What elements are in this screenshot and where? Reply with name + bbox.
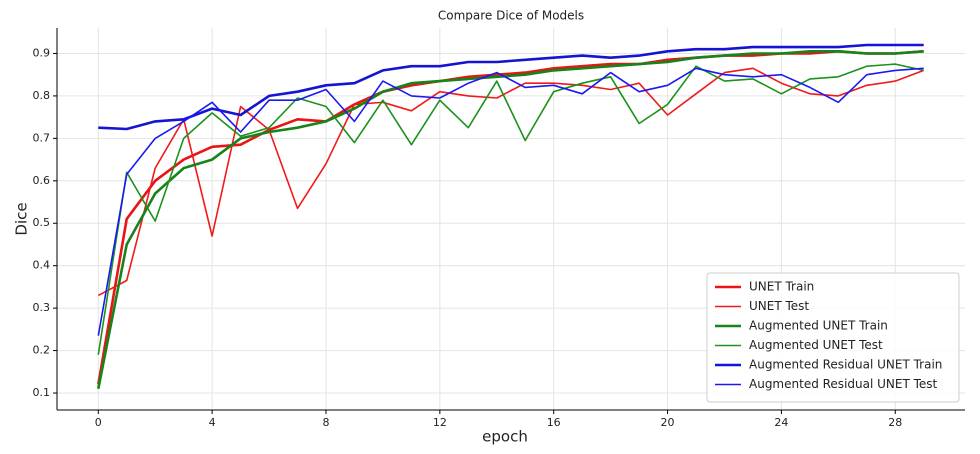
- y-axis-label: Dice: [13, 202, 31, 235]
- legend-label: Augmented Residual UNET Test: [749, 377, 938, 391]
- x-tick-label: 28: [888, 416, 902, 429]
- x-axis-label: epoch: [482, 428, 528, 446]
- x-tick-label: 16: [547, 416, 561, 429]
- y-tick-label: 0.1: [33, 386, 51, 399]
- y-tick-label: 0.8: [33, 89, 51, 102]
- legend-label: UNET Test: [749, 299, 809, 313]
- x-tick-label: 4: [209, 416, 216, 429]
- y-tick-label: 0.2: [33, 344, 51, 357]
- legend-label: UNET Train: [749, 280, 814, 294]
- series-line: [97, 63, 924, 355]
- x-tick-label: 24: [774, 416, 788, 429]
- series-line: [97, 67, 924, 336]
- legend-box: [706, 272, 960, 403]
- chart-title: Compare Dice of Models: [438, 9, 584, 23]
- x-tick-label: 20: [661, 416, 675, 429]
- series-line: [97, 67, 924, 297]
- y-tick-label: 0.3: [33, 301, 51, 314]
- legend-label: Augmented UNET Train: [749, 319, 888, 333]
- y-tick-label: 0.4: [33, 259, 51, 272]
- x-tick-label: 0: [95, 416, 102, 429]
- x-tick-label: 12: [433, 416, 447, 429]
- legend: UNET Train UNET Test Augmented UNET Train A…: [706, 272, 960, 403]
- legend-label: Augmented Residual UNET Train: [749, 358, 942, 372]
- legend-label: Augmented UNET Test: [749, 338, 883, 352]
- y-tick-label: 0.9: [33, 46, 51, 59]
- y-tick-label: 0.7: [33, 131, 51, 144]
- y-tick-label: 0.5: [33, 216, 51, 229]
- series-line: [97, 50, 924, 390]
- x-tick-label: 8: [322, 416, 329, 429]
- y-tick-label: 0.6: [33, 174, 51, 187]
- series-line: [98, 43, 924, 131]
